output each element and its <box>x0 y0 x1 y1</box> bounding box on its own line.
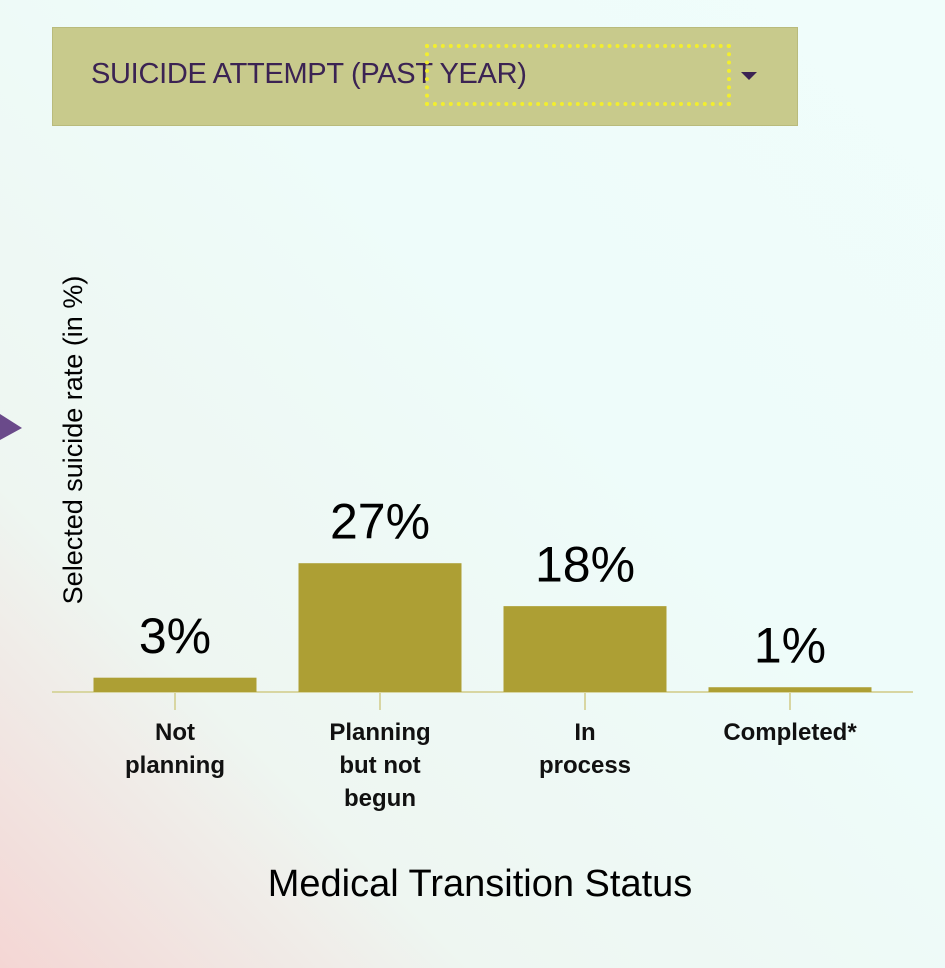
value-label: 27% <box>330 493 430 549</box>
dropdown-label: SUICIDE ATTEMPT (PAST YEAR) <box>91 58 527 90</box>
bar <box>298 563 462 692</box>
bar <box>93 677 257 692</box>
y-axis-title: Selected suicide rate (in %) <box>58 276 88 605</box>
x-tick-label: Not planning <box>125 719 225 779</box>
value-label: 1% <box>754 617 826 673</box>
value-label: 18% <box>535 536 635 592</box>
highlight-box <box>425 44 731 106</box>
bar <box>503 606 667 692</box>
x-tick-label: Completed* <box>723 719 857 746</box>
x-tick-label: Planning but not begun <box>329 719 431 812</box>
dropdown-caret <box>741 72 757 80</box>
value-label: 3% <box>139 608 211 664</box>
pointer-arrow <box>0 414 22 440</box>
x-axis-title: Medical Transition Status <box>268 863 693 905</box>
dropdown[interactable]: SUICIDE ATTEMPT (PAST YEAR) <box>52 27 798 126</box>
x-tick-label: In process <box>538 719 632 779</box>
bar <box>708 687 872 692</box>
